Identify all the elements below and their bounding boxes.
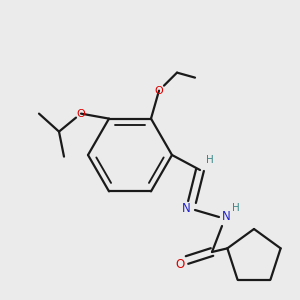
Text: H: H [232, 203, 240, 213]
Text: O: O [76, 109, 85, 118]
Text: H: H [206, 155, 214, 165]
Text: O: O [154, 85, 164, 96]
Text: N: N [222, 209, 230, 223]
Text: N: N [182, 202, 190, 214]
Text: O: O [176, 259, 184, 272]
